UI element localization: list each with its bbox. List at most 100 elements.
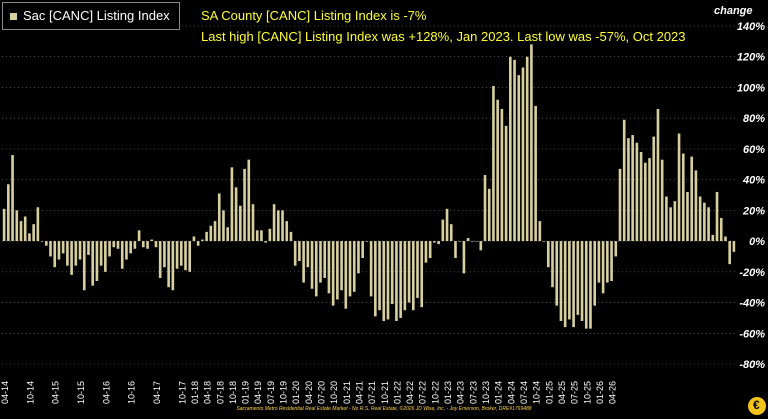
- bar: [458, 241, 462, 242]
- x-tick-label: 04-19: [253, 381, 263, 404]
- bar: [681, 153, 685, 242]
- bar: [399, 241, 402, 318]
- bar: [150, 239, 154, 242]
- bar: [319, 241, 322, 283]
- bar: [348, 241, 352, 297]
- bar: [49, 241, 52, 257]
- bar: [40, 241, 44, 242]
- y-tick-label: 120%: [737, 52, 765, 64]
- bar: [285, 221, 289, 242]
- y-axis-title: change: [714, 5, 753, 17]
- x-tick-label: 07-19: [266, 381, 276, 404]
- bar: [572, 241, 575, 328]
- bar: [314, 241, 318, 297]
- bar: [449, 224, 453, 242]
- bar: [500, 108, 504, 242]
- x-tick-label: 04-24: [506, 381, 516, 404]
- y-tick-label: 40%: [742, 175, 765, 187]
- gridlines: [2, 25, 736, 365]
- x-tick-label: 10-16: [127, 381, 137, 404]
- y-tick-label: 80%: [743, 113, 765, 125]
- x-tick-label: 10-14: [25, 381, 35, 404]
- bar: [606, 241, 609, 283]
- x-tick-label: 01-25: [544, 381, 554, 404]
- bar: [302, 241, 305, 283]
- bar: [243, 168, 246, 242]
- bar: [108, 241, 111, 257]
- bar: [673, 201, 677, 242]
- bar: [690, 156, 694, 242]
- bar: [563, 241, 567, 328]
- bar: [479, 241, 483, 251]
- bar: [104, 241, 107, 272]
- bar: [374, 241, 377, 317]
- chart-subtitle-current: SA County [CANC] Listing Index is -7%: [201, 8, 427, 23]
- x-tick-label: 04-25: [557, 381, 567, 404]
- bar: [91, 241, 95, 286]
- bar: [19, 221, 23, 242]
- bar: [209, 225, 213, 242]
- x-tick-label: 10-17: [177, 381, 187, 404]
- bar: [686, 191, 689, 242]
- bar: [116, 241, 120, 249]
- bar: [163, 241, 166, 268]
- bar: [378, 241, 381, 311]
- x-tick-labels: 04-14 10-14 04-15 10-15 04-16 10-16 04-17 10-17…: [0, 381, 617, 404]
- x-tick-label: 07-22: [418, 381, 428, 404]
- bar: [251, 204, 255, 242]
- bar: [344, 241, 348, 309]
- y-tick-label: -60%: [739, 328, 765, 340]
- bar: [715, 191, 719, 242]
- bar: [239, 205, 242, 242]
- x-tick-label: 10-24: [532, 381, 542, 404]
- bar: [277, 210, 280, 242]
- bar: [580, 241, 584, 321]
- x-tick-label: 01-20: [291, 381, 301, 404]
- bar: [120, 241, 124, 269]
- bar: [627, 138, 630, 242]
- bar: [66, 241, 69, 266]
- x-tick-label: 04-20: [304, 381, 314, 404]
- bar: [78, 241, 82, 260]
- y-tick-label: 60%: [743, 144, 765, 156]
- x-tick-label: 07-20: [316, 381, 326, 404]
- bar: [306, 241, 310, 268]
- bar: [217, 193, 221, 242]
- bar: [175, 241, 179, 269]
- bar: [509, 56, 512, 242]
- y-tick-labels: 140% 120% 100% 80% 60% 40% 20% 0% -20% -40% -60% -8…: [737, 21, 765, 371]
- bar: [433, 241, 436, 243]
- bar: [167, 241, 170, 288]
- x-tick-label: 10-22: [430, 381, 440, 404]
- bar: [264, 241, 267, 243]
- legend: Sac [CANC] Listing Index: [2, 2, 180, 30]
- bar: [230, 167, 234, 242]
- bar: [327, 241, 331, 294]
- bar: [226, 227, 229, 242]
- bar: [154, 241, 158, 248]
- bar: [703, 202, 706, 242]
- bar: [171, 241, 175, 291]
- bar: [517, 75, 521, 242]
- x-tick-label: 04-14: [0, 381, 10, 404]
- x-tick-label: 01-26: [595, 381, 605, 404]
- bar: [281, 210, 284, 242]
- bar: [222, 210, 225, 242]
- x-tick-label: 01-18: [190, 381, 200, 404]
- x-tick-label: 07-18: [215, 381, 225, 404]
- bar: [660, 159, 664, 242]
- bar: [411, 241, 415, 311]
- bar: [424, 241, 428, 263]
- x-tick-label: 10-19: [279, 381, 289, 404]
- bar: [618, 168, 622, 242]
- bar: [23, 216, 27, 242]
- bar: [492, 85, 495, 242]
- bar: [496, 99, 499, 242]
- x-tick-label: 10-18: [228, 381, 238, 404]
- bar: [382, 241, 386, 321]
- y-tick-label: 100%: [737, 82, 765, 94]
- bar: [293, 241, 297, 266]
- bar: [340, 241, 343, 291]
- bar: [129, 241, 132, 254]
- bar: [395, 241, 398, 321]
